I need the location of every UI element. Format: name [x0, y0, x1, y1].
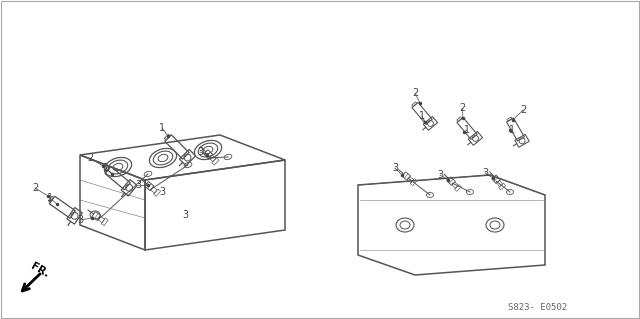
Text: 3: 3: [197, 147, 203, 157]
Text: 3: 3: [182, 210, 188, 220]
Text: 1: 1: [103, 163, 109, 173]
Text: S823- E0502: S823- E0502: [508, 303, 567, 313]
Text: 3: 3: [135, 180, 141, 190]
Text: 1: 1: [419, 111, 425, 121]
Text: 3: 3: [159, 187, 165, 197]
Text: 2: 2: [459, 103, 465, 113]
Text: 2: 2: [32, 183, 38, 193]
Text: 3: 3: [437, 170, 443, 180]
Text: 3: 3: [482, 168, 488, 178]
Text: 1: 1: [509, 125, 515, 135]
Text: 1: 1: [464, 125, 470, 135]
Text: 3: 3: [77, 215, 83, 225]
Text: FR.: FR.: [29, 261, 51, 279]
Text: 1: 1: [159, 123, 165, 133]
Text: 2: 2: [412, 88, 418, 98]
Text: 2: 2: [520, 105, 526, 115]
Text: 2: 2: [87, 153, 93, 163]
Text: 3: 3: [392, 163, 398, 173]
Text: 1: 1: [47, 193, 53, 203]
